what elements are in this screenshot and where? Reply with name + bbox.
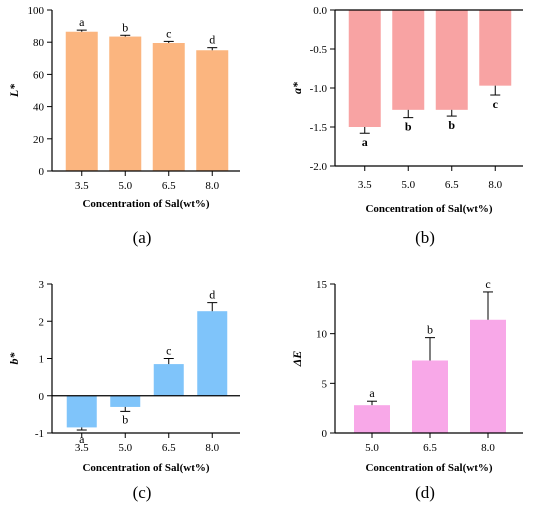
significance-letter: b bbox=[122, 412, 128, 426]
y-tick-label: 1 bbox=[39, 354, 45, 366]
x-axis-label: Concentration of Sal(wt%) bbox=[82, 198, 209, 210]
panel-label: (a) bbox=[133, 228, 152, 247]
significance-letter: a bbox=[79, 432, 85, 446]
y-tick-label: 0 bbox=[322, 428, 328, 440]
panel-label: (b) bbox=[415, 228, 435, 247]
y-tick-label: 20 bbox=[33, 134, 45, 146]
x-tick-label: 6.5 bbox=[162, 442, 176, 454]
significance-letter: b bbox=[405, 120, 412, 134]
x-tick-label: 8.0 bbox=[488, 179, 502, 191]
significance-letter: a bbox=[362, 135, 368, 149]
bar bbox=[354, 405, 390, 433]
significance-letter: b bbox=[427, 323, 433, 337]
y-tick-label: 40 bbox=[33, 102, 45, 114]
y-tick-label: 0 bbox=[39, 166, 45, 178]
x-tick-label: 3.5 bbox=[75, 442, 89, 454]
bar bbox=[435, 10, 468, 110]
y-axis-label: a* bbox=[290, 81, 304, 94]
x-tick-label: 8.0 bbox=[205, 442, 219, 454]
significance-letter: a bbox=[369, 386, 375, 400]
y-tick-label: 15 bbox=[316, 279, 328, 291]
x-tick-label: 5.0 bbox=[118, 442, 132, 454]
x-tick-label: 5.0 bbox=[365, 442, 379, 454]
y-tick-label: 60 bbox=[33, 69, 45, 81]
significance-letter: c bbox=[493, 97, 499, 111]
y-tick-label: 80 bbox=[33, 37, 45, 49]
bar bbox=[109, 36, 142, 171]
significance-letter: d bbox=[209, 288, 215, 302]
significance-letter: c bbox=[166, 344, 171, 358]
x-tick-label: 8.0 bbox=[481, 442, 495, 454]
y-tick-label: 10 bbox=[316, 329, 328, 341]
x-tick-label: 5.0 bbox=[118, 180, 132, 192]
bar bbox=[65, 31, 98, 171]
y-tick-label: 3 bbox=[39, 279, 45, 291]
y-tick-label: 0.0 bbox=[313, 5, 327, 17]
bar bbox=[348, 10, 381, 127]
y-axis-label: L* bbox=[7, 83, 21, 98]
bar bbox=[470, 319, 506, 433]
bar bbox=[66, 395, 97, 428]
significance-letter: b bbox=[122, 20, 128, 34]
bar bbox=[412, 360, 448, 433]
y-tick-label: -2.0 bbox=[310, 161, 328, 173]
bar bbox=[110, 395, 141, 407]
panel-label: (d) bbox=[415, 483, 435, 502]
significance-letter: b bbox=[448, 118, 455, 132]
bar bbox=[196, 50, 229, 171]
y-tick-label: 5 bbox=[322, 378, 328, 390]
bar bbox=[479, 10, 512, 86]
y-tick-label: 2 bbox=[39, 316, 45, 328]
panel-label: (c) bbox=[133, 483, 152, 502]
significance-letter: a bbox=[79, 15, 85, 29]
x-tick-label: 6.5 bbox=[423, 442, 437, 454]
x-tick-label: 3.5 bbox=[75, 180, 89, 192]
x-axis-label: Concentration of Sal(wt%) bbox=[82, 462, 209, 474]
y-axis-label: b* bbox=[7, 352, 21, 365]
y-tick-label: 100 bbox=[28, 5, 45, 17]
bar bbox=[153, 364, 184, 396]
x-tick-label: 8.0 bbox=[205, 180, 219, 192]
bar bbox=[197, 311, 228, 396]
x-axis-label: Concentration of Sal(wt%) bbox=[365, 203, 492, 215]
x-tick-label: 5.0 bbox=[401, 179, 415, 191]
y-axis-label: ΔE bbox=[290, 351, 304, 368]
x-tick-label: 6.5 bbox=[445, 179, 459, 191]
x-tick-label: 6.5 bbox=[162, 180, 176, 192]
significance-letter: d bbox=[209, 33, 215, 47]
y-tick-label: -1 bbox=[35, 428, 44, 440]
significance-letter: c bbox=[485, 277, 490, 291]
x-tick-label: 3.5 bbox=[358, 179, 372, 191]
bar bbox=[392, 10, 425, 110]
y-tick-label: -1.0 bbox=[310, 83, 328, 95]
y-tick-label: -0.5 bbox=[310, 44, 328, 56]
y-tick-label: 0 bbox=[39, 391, 45, 403]
x-axis-label: Concentration of Sal(wt%) bbox=[365, 462, 492, 474]
y-tick-label: -1.5 bbox=[310, 122, 328, 134]
bar bbox=[152, 43, 185, 171]
significance-letter: c bbox=[166, 26, 171, 40]
